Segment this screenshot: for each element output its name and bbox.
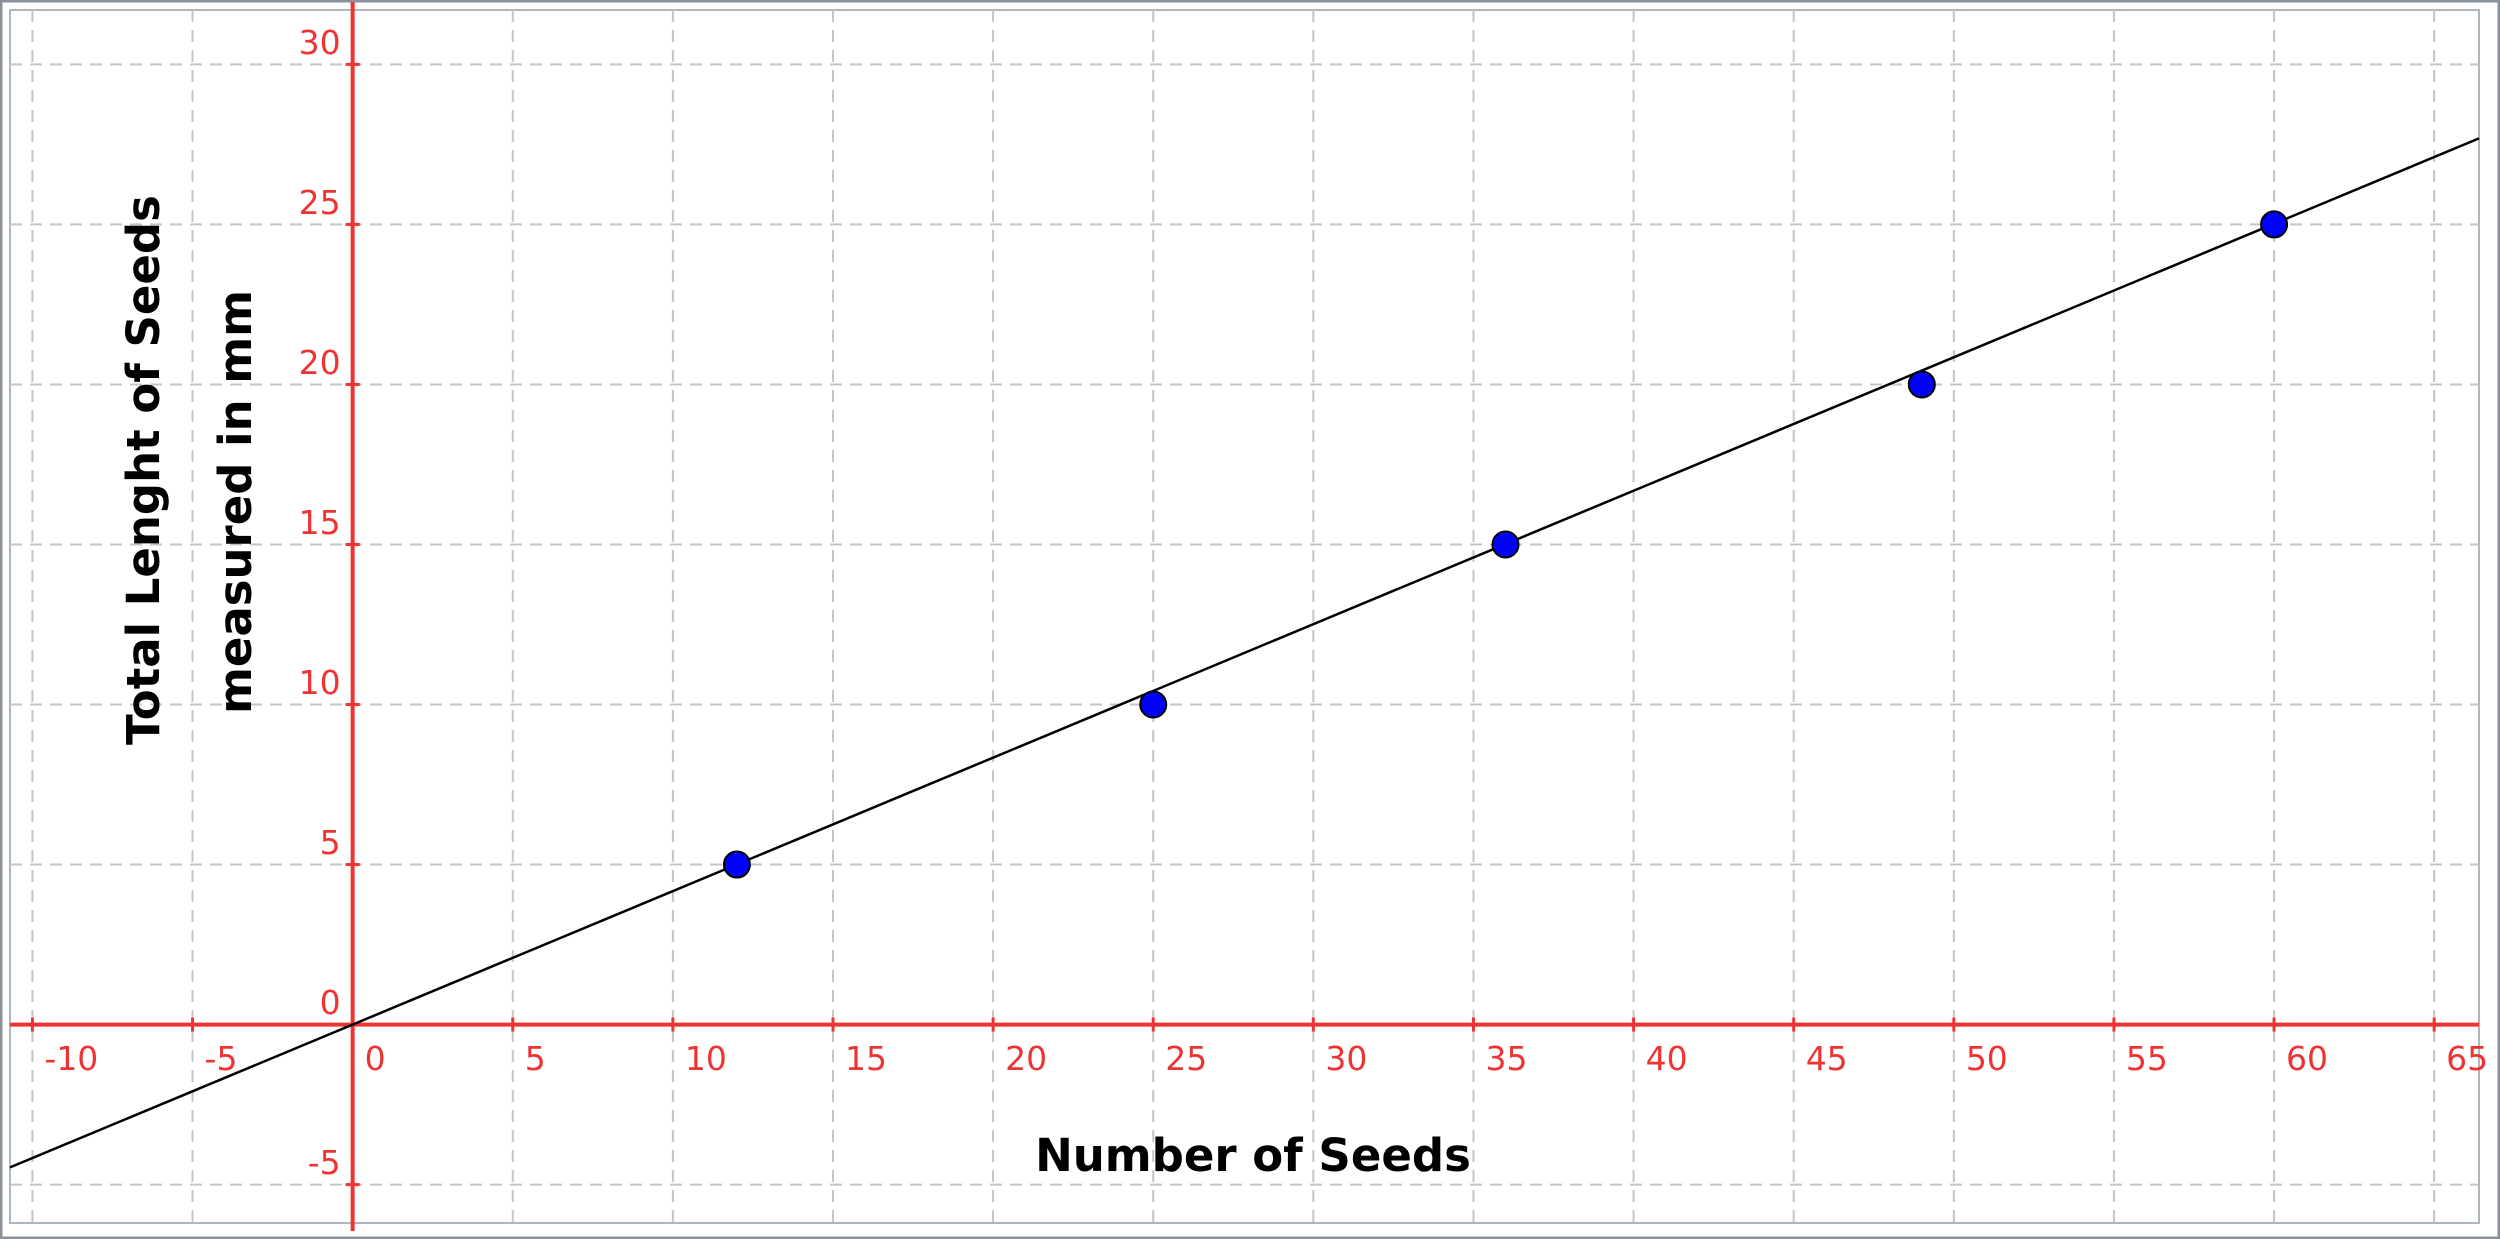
x-tick-label: 35 <box>1485 1039 1527 1078</box>
data-point <box>1907 370 1936 399</box>
y-tick-label: 30 <box>299 23 341 62</box>
data-point <box>1139 690 1168 719</box>
y-tick-label: 0 <box>320 983 341 1022</box>
data-point <box>1491 530 1520 559</box>
y-tick-label: -5 <box>308 1143 341 1182</box>
x-tick-label: 15 <box>845 1039 887 1078</box>
x-tick-label: -10 <box>44 1039 98 1078</box>
x-tick-label: 20 <box>1005 1039 1047 1078</box>
x-tick-label: 30 <box>1325 1039 1367 1078</box>
axes: -10 -5 0 5 10 15 20 25 30 35 40 45 50 55 60 65 -5 0 5 10 15 2… <box>10 2 2488 1231</box>
x-tick-label: 40 <box>1646 1039 1688 1078</box>
y-axis-title: Total Lenght of Seeds <box>117 195 170 745</box>
x-tick-label: 0 <box>365 1039 386 1078</box>
data-point <box>722 850 751 879</box>
x-tick-label: 10 <box>685 1039 727 1078</box>
x-tick-label: 55 <box>2126 1039 2168 1078</box>
x-tick-label: 5 <box>525 1039 546 1078</box>
data-point <box>2260 210 2289 239</box>
trend-line <box>9 137 2480 1169</box>
x-tick-label: 65 <box>2446 1039 2488 1078</box>
x-tick-label: 25 <box>1165 1039 1207 1078</box>
marks <box>9 137 2480 1169</box>
y-tick-label: 5 <box>320 823 341 862</box>
x-tick-label: 60 <box>2286 1039 2328 1078</box>
x-tick-label: 50 <box>1966 1039 2008 1078</box>
x-axis-title: Number of Seeds <box>1035 1129 1471 1182</box>
x-tick-label: 45 <box>1806 1039 1848 1078</box>
x-tick-label: -5 <box>205 1039 238 1078</box>
y-tick-label: 15 <box>299 503 341 542</box>
y-tick-label: 20 <box>299 343 341 382</box>
y-tick-label: 10 <box>299 663 341 702</box>
plot-frame <box>9 9 2480 1224</box>
y-tick-label: 25 <box>299 183 341 222</box>
y-axis-title: measured in mm <box>209 290 262 714</box>
